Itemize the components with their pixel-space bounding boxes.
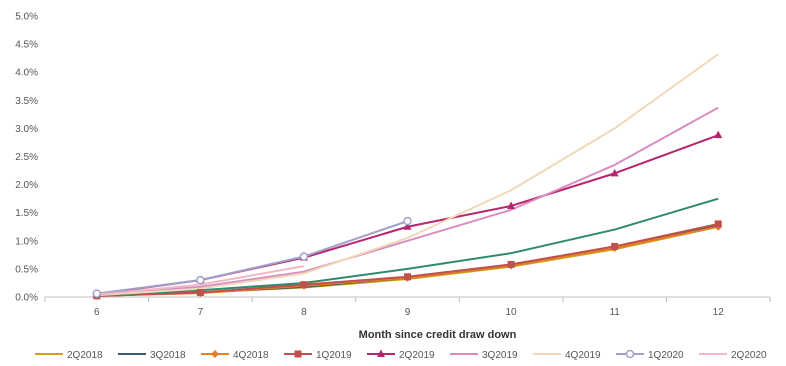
data-point xyxy=(196,289,204,297)
legend: 2Q2018 3Q2018 4Q2018 1Q2019 2Q2019 3Q2019 4Q20… xyxy=(35,349,767,361)
legend-item: 2Q2019 xyxy=(367,349,435,361)
x-tick-label: 8 xyxy=(301,307,307,318)
data-point xyxy=(404,273,411,281)
y-axis-ticks: 0.0% 0.5% 1.0% 1.5% 2.0% 2.5% 3.0% 3.5% 4.0% 4.5%… xyxy=(15,12,38,304)
y-tick-label: 0.5% xyxy=(15,264,38,275)
series-line xyxy=(96,106,719,296)
data-point xyxy=(403,216,412,226)
legend-label: 1Q2020 xyxy=(648,350,684,361)
x-tick-label: 11 xyxy=(609,307,620,318)
data-point xyxy=(714,130,723,139)
legend-label: 2Q2020 xyxy=(731,350,767,361)
data-point xyxy=(403,222,412,230)
legend-item: 3Q2019 xyxy=(450,350,518,361)
series-lines xyxy=(96,53,719,297)
legend-label: 4Q2018 xyxy=(233,350,269,361)
data-point xyxy=(300,281,308,289)
legend-label: 3Q2019 xyxy=(482,350,518,361)
legend-item: 1Q2020 xyxy=(616,349,684,361)
series-line xyxy=(96,53,719,297)
series-markers xyxy=(92,130,723,300)
legend-label: 4Q2019 xyxy=(565,350,601,361)
legend-item: 1Q2019 xyxy=(284,350,352,361)
data-point xyxy=(611,242,619,250)
data-point xyxy=(299,252,309,261)
y-tick-label: 0.0% xyxy=(15,293,38,304)
legend-item: 4Q2018 xyxy=(201,350,269,361)
legend-label: 2Q2019 xyxy=(399,350,435,361)
series-line xyxy=(96,265,305,296)
y-tick-label: 2.0% xyxy=(15,180,38,191)
y-tick-label: 5.0% xyxy=(15,12,38,23)
data-point xyxy=(196,275,205,285)
x-tick-label: 9 xyxy=(405,307,411,318)
y-tick-label: 2.5% xyxy=(15,152,38,163)
legend-marker xyxy=(377,349,385,357)
legend-marker xyxy=(625,349,635,359)
y-tick-label: 1.0% xyxy=(15,236,38,247)
y-tick-label: 4.0% xyxy=(15,68,38,79)
x-tick-label: 7 xyxy=(198,307,204,318)
data-point xyxy=(92,289,102,298)
x-tick-label: 12 xyxy=(713,307,725,318)
legend-item: 4Q2019 xyxy=(533,350,601,361)
y-tick-label: 1.5% xyxy=(15,208,38,219)
legend-label: 3Q2018 xyxy=(150,350,186,361)
legend-label: 2Q2018 xyxy=(67,350,103,361)
legend-marker xyxy=(294,350,302,358)
y-tick-label: 3.0% xyxy=(15,124,38,135)
x-tick-label: 6 xyxy=(94,307,100,318)
legend-item: 2Q2018 xyxy=(35,350,103,361)
data-point xyxy=(714,220,722,228)
legend-marker xyxy=(211,350,219,358)
x-axis-ticks: 6 7 8 9 10 11 12 xyxy=(44,297,771,318)
y-tick-label: 3.5% xyxy=(15,96,38,107)
data-point xyxy=(507,201,516,209)
y-tick-label: 4.5% xyxy=(15,40,38,51)
legend-item: 2Q2020 xyxy=(699,350,767,361)
series-line xyxy=(96,220,408,295)
data-point xyxy=(507,260,515,268)
x-axis-title: Month since credit draw down xyxy=(359,329,517,341)
x-tick-label: 10 xyxy=(506,307,518,318)
legend-item: 3Q2018 xyxy=(118,350,186,361)
data-point xyxy=(610,168,619,177)
legend-label: 1Q2019 xyxy=(316,350,352,361)
